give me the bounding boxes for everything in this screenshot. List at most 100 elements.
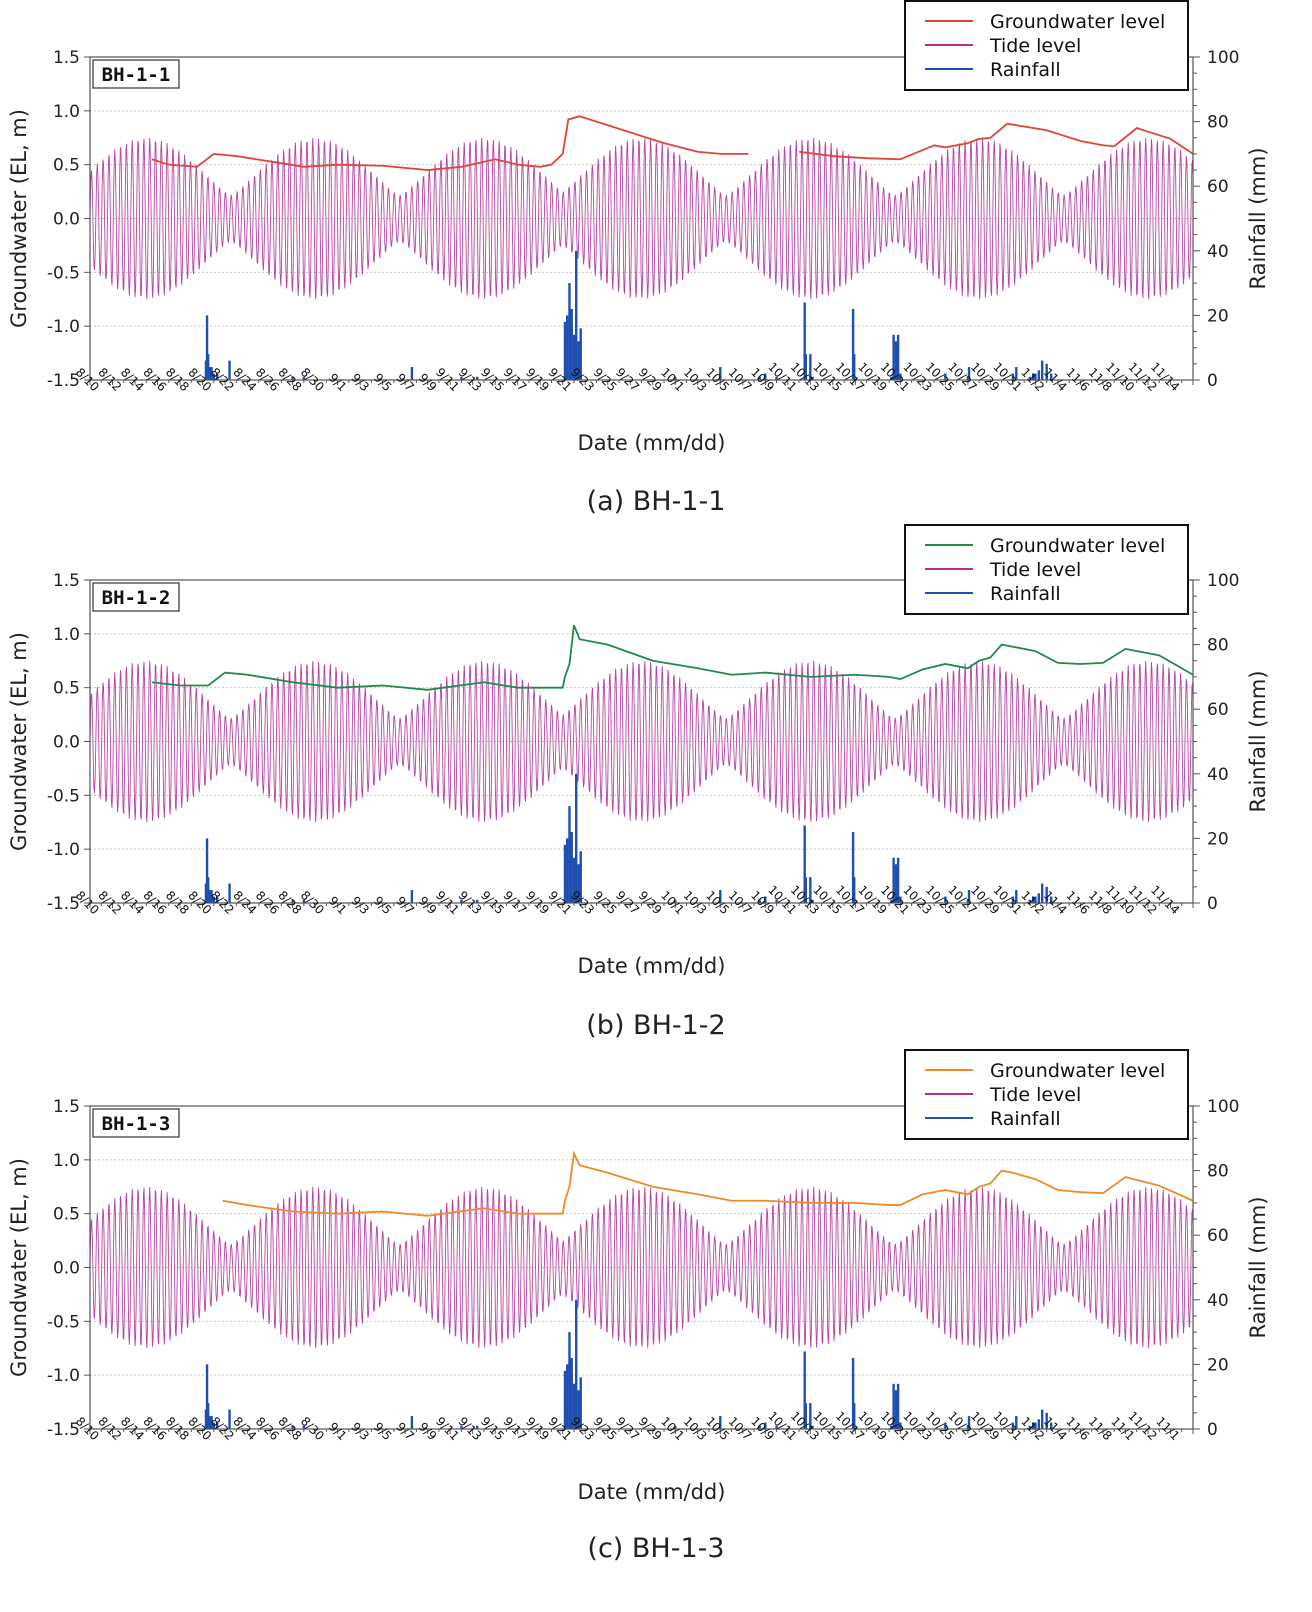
p1-y-tick-label: 0.5 <box>53 156 80 176</box>
chart-panel-3: 1.5 1.0 0.5 0.0 -0.5 -1.0 -1.5 100 80 60 40 20 0 8/10… <box>7 1049 1270 1564</box>
p3-rainfall-bar <box>302 1425 306 1429</box>
p3-rainfall-bar <box>674 1425 677 1429</box>
p3-rainfall-bar <box>1028 1425 1031 1429</box>
p2-rainfall-bar <box>894 864 898 903</box>
p2-panel-label: BH-1-2 <box>102 587 171 609</box>
p2-rainfall-bar <box>1011 896 1015 903</box>
p2-panel-label-box: BH-1-2 <box>92 582 180 612</box>
p3-rainfall-bar <box>570 1357 573 1429</box>
p3-rainfall-bar <box>890 1425 893 1429</box>
p3-rainfall-bar <box>853 1403 856 1429</box>
p2-rainfall-bar <box>853 877 856 903</box>
p2-y2-axis-ticks: 100 80 60 40 20 0 <box>1193 571 1239 914</box>
p2-y2-tick-label: 80 <box>1207 636 1229 656</box>
p2-y-tick-label: 0.0 <box>53 733 80 753</box>
p3-rainfall-bar <box>1011 1422 1015 1429</box>
p1-rainfall-bar <box>568 283 571 380</box>
p3-rainfall-bar <box>215 1422 219 1429</box>
p2-rainfall-bar <box>775 899 778 903</box>
p3-rainfall-bar <box>205 1364 209 1429</box>
p1-rainfall-bar <box>1040 360 1044 380</box>
chart-panel-1: 1.5 1.0 0.5 0.0 -0.5 -1.0 -1.5 100 80 60 40 20 0 8/10… <box>7 0 1270 517</box>
p3-y-tick-label: 0.5 <box>53 1205 80 1225</box>
p1-y2-tick-label: 100 <box>1207 48 1239 68</box>
p1-tide-level-line <box>89 137 1194 300</box>
p2-rainfall-bar <box>892 857 895 903</box>
p2-y-axis-label: Groundwater (EL, m) <box>7 632 31 851</box>
p3-x-tick-label: 9/3 <box>348 1420 372 1444</box>
p3-rainfall-bar <box>809 1403 812 1429</box>
p2-rainfall-bar <box>674 899 677 903</box>
p2-legend-label: Groundwater level <box>990 535 1165 557</box>
p3-panel-label-box: BH-1-3 <box>92 1108 180 1138</box>
p2-y-tick-label: -1.5 <box>47 894 80 914</box>
p2-rainfall-bar <box>764 896 767 903</box>
p1-x-tick-label: 9/3 <box>348 371 372 395</box>
p1-rainfall-bar <box>577 341 580 380</box>
p2-x-tick-label: 9/1 <box>326 894 350 918</box>
p3-rainfall-bar <box>566 1364 569 1429</box>
p3-caption: (c) BH-1-3 <box>587 1533 724 1564</box>
p2-tide-level-line <box>89 660 1194 823</box>
p1-rainfall-bar <box>228 360 231 380</box>
p2-rainfall-bar <box>228 883 231 903</box>
p1-rainfall-bar <box>1037 370 1041 380</box>
p3-y2-axis-ticks: 100 80 60 40 20 0 <box>1193 1097 1239 1440</box>
p2-y2-tick-label: 60 <box>1207 700 1229 720</box>
p2-rainfall-bar <box>210 890 213 903</box>
p3-rainfall-bar <box>899 1422 902 1429</box>
p1-y2-axis-ticks: 100 80 60 40 20 0 <box>1193 48 1239 391</box>
p2-rainfall-bar <box>1015 890 1018 903</box>
p1-x-tick-label: 9/5 <box>371 371 395 395</box>
p1-rainfall-bar <box>899 373 902 380</box>
p2-rainfall-bar <box>579 851 582 903</box>
p2-legend-label: Rainfall <box>990 583 1061 605</box>
p1-x-axis-ticks: 8/108/128/148/168/188/208/228/248/268/28… <box>73 360 1194 395</box>
p1-y2-tick-label: 60 <box>1207 177 1229 197</box>
p2-rainfall-bar <box>896 857 900 903</box>
p3-y2-axis-label: Rainfall (mm) <box>1246 1196 1270 1338</box>
p3-rainfall-bar <box>896 1383 900 1429</box>
p2-rainfall-bar <box>809 877 812 903</box>
p3-rainfall-bar <box>579 1377 582 1429</box>
p1-rainfall-bar <box>302 376 306 380</box>
p1-y2-tick-label: 20 <box>1207 306 1229 326</box>
p2-rainfall-bar <box>212 896 216 903</box>
p1-rainfall-bar <box>570 308 573 380</box>
p3-rainfall-bar <box>1031 1422 1035 1429</box>
p1-rainfall-bar <box>205 315 209 380</box>
p2-y2-tick-label: 40 <box>1207 765 1229 785</box>
p1-rainfall-bars <box>204 250 1053 380</box>
p3-panel-label: BH-1-3 <box>102 1113 171 1135</box>
p2-rainfall-bar <box>577 864 580 903</box>
p1-y-tick-label: 1.5 <box>53 48 80 68</box>
p3-rainfall-bar <box>892 1383 895 1429</box>
p2-rainfall-bar <box>568 806 571 903</box>
p1-rainfall-bar <box>575 250 578 380</box>
p3-rainfall-bar <box>475 1425 479 1429</box>
p1-rainfall-bar <box>572 334 576 380</box>
p2-y-tick-label: 0.5 <box>53 679 80 699</box>
p2-x-tick-label: 9/7 <box>393 894 417 918</box>
p2-rainfall-bar <box>572 857 576 903</box>
p2-rainfall-bar <box>566 838 569 903</box>
p3-rainfall-bar <box>944 1422 947 1429</box>
p3-rainfall-bar <box>894 1390 898 1429</box>
p2-y-tick-label: 1.5 <box>53 571 80 591</box>
p3-y-tick-label: -0.5 <box>47 1312 80 1332</box>
p3-rainfall-bars <box>204 1299 1053 1429</box>
p3-rainfall-bar <box>208 1416 211 1429</box>
p2-rainfall-bar <box>758 899 761 903</box>
p2-rainfall-bar <box>570 831 573 903</box>
p3-y2-tick-label: 20 <box>1207 1355 1229 1375</box>
p2-rainfall-bar <box>1031 896 1035 903</box>
p1-x-axis-label: Date (mm/dd) <box>578 431 726 455</box>
p1-y2-axis-label: Rainfall (mm) <box>1246 147 1270 289</box>
p2-y-axis-ticks: 1.5 1.0 0.5 0.0 -0.5 -1.0 -1.5 <box>47 571 90 914</box>
p2-caption: (b) BH-1-2 <box>586 1010 725 1041</box>
p2-rainfall-bar <box>291 899 294 903</box>
p1-legend-label: Rainfall <box>990 59 1061 81</box>
